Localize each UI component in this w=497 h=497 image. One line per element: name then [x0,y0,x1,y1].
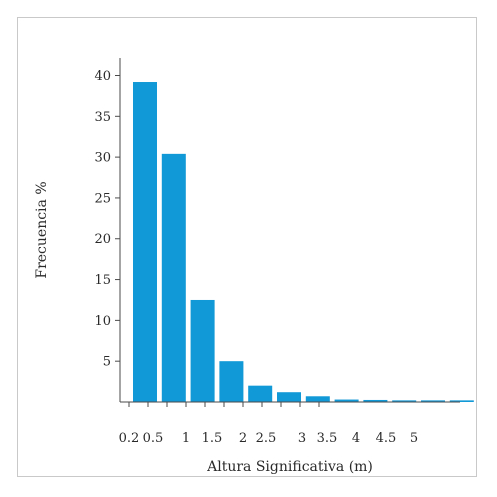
x-tick-label: 0.5 [143,431,164,446]
bar [190,299,215,402]
y-tick-label: 10 [94,314,111,329]
bar [363,399,388,402]
bar [248,385,273,402]
bar [133,82,157,402]
x-tick-label: 0.2 [119,431,140,446]
x-tick-label: 5 [410,431,418,446]
bar [421,400,445,402]
y-tick-label: 35 [94,110,111,125]
x-tick-label: 1 [182,431,190,446]
bar [305,396,330,402]
x-tick-label: 2 [239,431,247,446]
bar [449,400,474,402]
x-ticks-group: 0.2 0.5 1 1.5 2 2.5 3 3.5 4 4.5 5 [119,402,418,446]
x-tick-label: 1.5 [202,431,223,446]
y-axis-title: Frecuencia % [34,181,50,278]
x-tick-label: 3 [298,431,306,446]
y-tick-label: 30 [94,151,111,166]
y-tick-label: 25 [94,191,111,206]
chart-frame [17,17,477,477]
bar [277,392,301,402]
bar [161,153,186,402]
y-tick-label: 15 [94,273,111,288]
x-tick-label: 2.5 [256,431,277,446]
y-tick-label: 20 [94,232,111,247]
x-axis-title: Altura Significativa (m) [206,459,373,475]
x-tick-label: 4.5 [376,431,397,446]
y-ticks-group: 5 10 15 20 25 30 35 40 [94,69,120,370]
bar [392,400,417,402]
x-tick-label: 4 [352,431,360,446]
bar [334,399,359,402]
bar [219,361,244,402]
x-tick-label: 3.5 [317,431,338,446]
y-tick-label: 5 [103,355,111,370]
bars-group [133,82,474,402]
axes-group [119,58,460,403]
y-tick-label: 40 [94,69,111,84]
